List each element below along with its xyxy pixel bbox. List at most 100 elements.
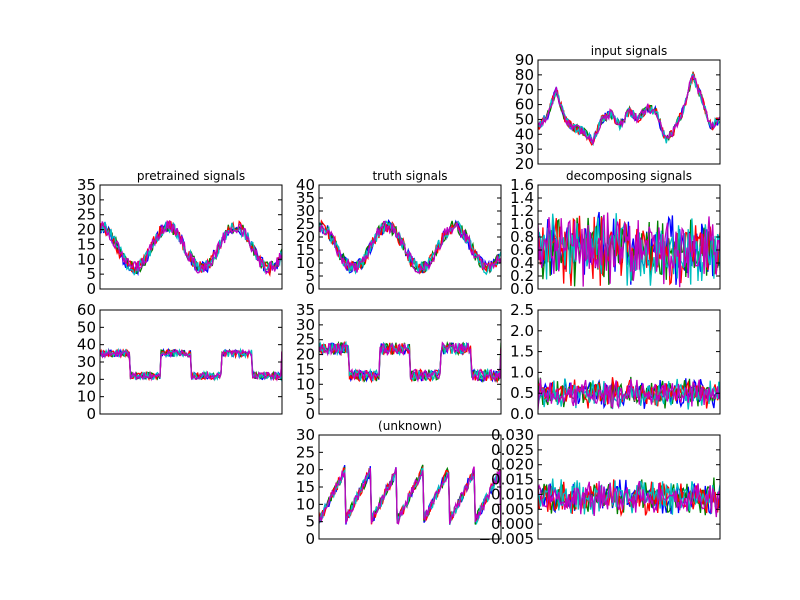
plot-area [538,435,720,539]
ytick-label: 10 [296,254,315,272]
series-line-5 [538,378,720,410]
ytick-label: 25 [296,443,315,461]
ytick-label: 5 [305,267,315,285]
ytick-label: 30 [296,316,315,334]
ytick-label: 30 [77,353,96,371]
series-line-5 [538,480,720,518]
ytick-label: 30 [515,140,534,158]
series-group [538,477,720,518]
series-group [538,376,720,410]
axes-frame [537,434,721,540]
series-line-5 [319,341,501,383]
series-line-5 [319,220,501,274]
series-line-4 [100,221,282,276]
ytick-label: 60 [77,301,96,319]
ytick-label: 35 [296,189,315,207]
ytick-label: 30 [296,202,315,220]
ytick-label: 50 [515,110,534,128]
ytick-label: 0.0 [510,280,534,298]
series-line-4 [319,220,501,276]
ytick-label: 1.0 [510,363,534,381]
ytick-label: 2.0 [510,322,534,340]
plot-area [319,435,501,539]
ytick-label: 10 [77,250,96,268]
ytick-label: 60 [515,96,534,114]
series-line-5 [319,466,501,527]
ytick-label: 0.025 [491,441,534,459]
ytick-label: 40 [296,176,315,194]
ytick-label: 0 [305,280,315,298]
ytick-label: 50 [77,318,96,336]
axes-frame [99,184,283,290]
chart-decomposing-2: 0.0 0.5 1.0 1.5 2.0 2.5 [510,301,721,423]
ytick-label: 0.8 [510,228,534,246]
ytick-label: 0.015 [491,471,534,489]
ytick-label: 0.030 [491,426,534,444]
ytick-label: 1.6 [510,176,534,194]
ytick-label: 0.5 [510,384,534,402]
ytick-label: 20 [296,461,315,479]
ytick-label: 1.2 [510,202,534,220]
series-group [538,211,720,288]
ytick-label: 0.4 [510,254,534,272]
axes-frame [318,309,502,415]
ytick-label: 20 [515,155,534,173]
ytick-label: 0 [305,405,315,423]
ytick-label: 15 [296,360,315,378]
ytick-label: 15 [77,235,96,253]
ytick-label: 30 [77,191,96,209]
ytick-label: 5 [86,265,96,283]
chart-title: decomposing signals [566,169,692,183]
ytick-label: 40 [77,336,96,354]
ytick-label: 10 [296,495,315,513]
ytick-label: −0.005 [478,530,534,548]
ytick-label: 0 [305,530,315,548]
ytick-label: 1.5 [510,343,534,361]
series-line-5 [100,348,282,382]
ytick-label: 20 [296,228,315,246]
ytick-label: 80 [515,66,534,84]
ytick-label: 10 [77,388,96,406]
ytick-label: 25 [296,215,315,233]
ytick-label: 90 [515,51,534,69]
ytick-label: 2.5 [510,301,534,319]
ytick-label: 0.2 [510,267,534,285]
chart-decomposing-1: 0.00.20.40.60.81.01.21.41.6 decomposing s… [510,169,721,298]
ytick-label: 35 [296,301,315,319]
ytick-label: 1.4 [510,189,534,207]
ytick-label: 0.6 [510,241,534,259]
ytick-label: 35 [77,176,96,194]
series-group [319,464,501,527]
ytick-label: 70 [515,81,534,99]
series-line-5 [538,212,720,288]
series-line-5 [538,74,720,145]
chart-title: truth signals [372,169,447,183]
ytick-label: 15 [296,478,315,496]
ytick-label: 0 [86,405,96,423]
ytick-label: 30 [296,426,315,444]
ytick-label: 0.010 [491,485,534,503]
ytick-label: 0.000 [491,515,534,533]
series-line-5 [100,220,282,275]
ytick-label: 0 [86,280,96,298]
chart-title: (unknown) [378,419,442,433]
ytick-label: 5 [305,390,315,408]
ytick-label: 5 [305,513,315,531]
chart-title: pretrained signals [137,169,245,183]
ytick-label: 0.0 [510,405,534,423]
plot-area [319,185,501,289]
ytick-label: 1.0 [510,215,534,233]
series-group [538,71,720,147]
series-group [100,347,282,382]
chart-decomposing-3: −0.0050.0000.0050.0100.0150.0200.0250.03… [478,426,721,548]
series-line-3 [319,466,501,527]
chart-title: input signals [591,44,667,58]
ytick-label: 0.020 [491,456,534,474]
ytick-label: 15 [296,241,315,259]
